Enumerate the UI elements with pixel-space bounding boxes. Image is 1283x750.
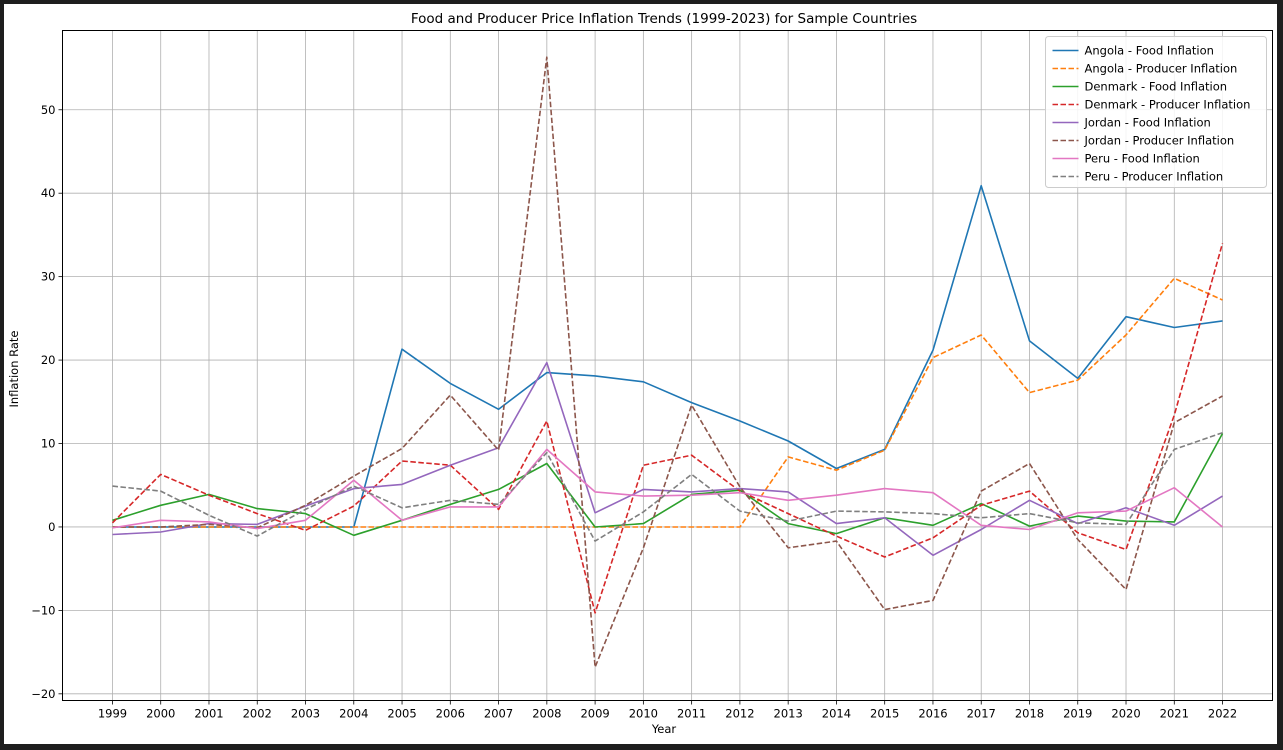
legend-label: Peru - Producer Inflation bbox=[1085, 170, 1224, 184]
legend-label: Denmark - Food Inflation bbox=[1085, 80, 1228, 94]
series-line-angola-producer-inflation bbox=[112, 277, 1223, 528]
x-tick-label: 2004 bbox=[339, 707, 368, 721]
x-tick-label: 2002 bbox=[243, 707, 272, 721]
legend-label: Jordan - Producer Inflation bbox=[1084, 134, 1235, 148]
y-tick-label: 20 bbox=[41, 353, 56, 367]
x-axis-label: Year bbox=[651, 722, 677, 736]
x-tick-label: 2001 bbox=[194, 707, 223, 721]
x-tick-label: 1999 bbox=[98, 707, 127, 721]
series-line-jordan-producer-inflation bbox=[112, 56, 1223, 668]
x-tick-label: 2000 bbox=[146, 707, 175, 721]
chart-title: Food and Producer Price Inflation Trends… bbox=[411, 11, 917, 27]
x-tick-label: 2017 bbox=[967, 707, 996, 721]
x-tick-label: 2021 bbox=[1160, 707, 1189, 721]
y-tick-label: 30 bbox=[41, 270, 56, 284]
x-tick-label: 2018 bbox=[1015, 707, 1044, 721]
series-lines bbox=[111, 56, 1224, 668]
x-tick-label: 2006 bbox=[436, 707, 465, 721]
legend-label: Jordan - Food Inflation bbox=[1084, 116, 1211, 130]
x-tick-label: 2011 bbox=[677, 707, 706, 721]
y-axis-label: Inflation Rate bbox=[7, 330, 21, 407]
legend-box bbox=[1045, 36, 1267, 188]
series-line-denmark-food-inflation bbox=[112, 433, 1224, 537]
chart-figure: Food and Producer Price Inflation Trends… bbox=[4, 4, 1277, 744]
axis-ticks: 1999 2000 2001 2002 2003 2004 2005 2006 2007 2008… bbox=[31, 103, 1237, 721]
x-tick-label: 2020 bbox=[1111, 707, 1140, 721]
x-tick-label: 2008 bbox=[532, 707, 561, 721]
series-line-denmark-producer-inflation bbox=[111, 243, 1224, 614]
series-line-peru-producer-inflation bbox=[112, 431, 1223, 542]
x-tick-label: 2022 bbox=[1208, 707, 1237, 721]
y-tick-label: 10 bbox=[41, 437, 56, 451]
x-tick-label: 2007 bbox=[484, 707, 513, 721]
y-tick-label: 40 bbox=[41, 186, 56, 200]
x-tick-label: 2012 bbox=[725, 707, 754, 721]
y-tick-label: 50 bbox=[41, 103, 56, 117]
grid-lines bbox=[62, 30, 1273, 701]
x-tick-label: 2019 bbox=[1063, 707, 1092, 721]
legend: Angola - Food Inflation Angola - Producer… bbox=[1045, 36, 1267, 188]
x-tick-label: 2005 bbox=[387, 707, 416, 721]
plot-area-frame bbox=[62, 30, 1273, 701]
x-tick-label: 2016 bbox=[918, 707, 947, 721]
x-tick-label: 2013 bbox=[774, 707, 803, 721]
x-tick-label: 2009 bbox=[580, 707, 609, 721]
legend-label: Angola - Food Inflation bbox=[1085, 44, 1214, 58]
series-line-peru-food-inflation bbox=[112, 448, 1224, 531]
y-tick-label: −20 bbox=[31, 687, 55, 701]
legend-label: Angola - Producer Inflation bbox=[1085, 62, 1238, 76]
x-tick-label: 2003 bbox=[291, 707, 320, 721]
legend-label: Peru - Food Inflation bbox=[1085, 152, 1200, 166]
x-tick-label: 2014 bbox=[822, 707, 851, 721]
x-tick-label: 2015 bbox=[870, 707, 899, 721]
y-tick-label: −10 bbox=[31, 603, 55, 617]
y-tick-label: 0 bbox=[48, 520, 55, 534]
line-chart: Food and Producer Price Inflation Trends… bbox=[7, 11, 1273, 736]
legend-label: Denmark - Producer Inflation bbox=[1085, 98, 1251, 112]
x-tick-label: 2010 bbox=[629, 707, 658, 721]
